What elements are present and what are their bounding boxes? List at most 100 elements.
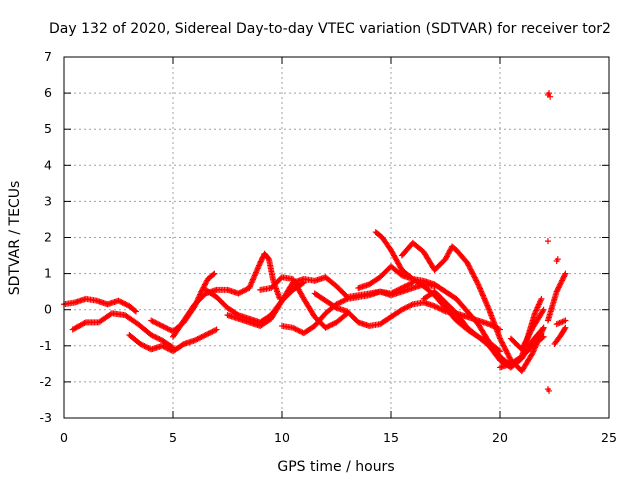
data-point — [470, 271, 477, 278]
data-point — [562, 317, 569, 324]
series-track-17 — [544, 270, 569, 324]
data-point — [561, 271, 568, 278]
data-point — [521, 340, 528, 347]
data-point — [525, 332, 532, 339]
data-point — [205, 330, 212, 337]
data-point — [142, 343, 149, 350]
y-tick-label: 6 — [44, 85, 52, 100]
data-point — [149, 332, 156, 339]
data-point — [239, 288, 246, 295]
data-point — [164, 325, 171, 332]
data-point — [558, 278, 565, 285]
data-point — [405, 303, 412, 310]
y-tick-label: 1 — [44, 266, 52, 281]
data-point — [197, 334, 204, 341]
data-point — [148, 331, 155, 338]
data-point — [471, 274, 478, 281]
data-point — [467, 265, 474, 272]
data-point — [502, 346, 509, 353]
data-point — [137, 340, 144, 347]
data-point — [560, 274, 567, 281]
data-point — [81, 320, 88, 327]
data-point — [495, 347, 502, 354]
data-point — [153, 334, 160, 341]
data-point — [242, 287, 249, 294]
data-point — [557, 280, 564, 287]
x-tick-label: 20 — [492, 430, 508, 445]
data-point — [408, 301, 415, 308]
data-point — [503, 349, 510, 356]
data-point — [538, 295, 545, 302]
data-point — [464, 259, 471, 266]
y-tick-label: 4 — [44, 157, 52, 172]
data-point — [330, 320, 337, 327]
y-tick-labels: -3 -2 -1 0 1 2 3 4 5 6 7 — [40, 49, 53, 425]
data-point — [195, 335, 202, 342]
series-track-2 — [69, 310, 176, 351]
data-point — [343, 296, 350, 303]
data-point — [526, 330, 533, 337]
data-point — [148, 317, 155, 324]
data-point — [559, 277, 566, 284]
data-point — [504, 350, 511, 357]
data-point — [156, 321, 163, 328]
data-point — [431, 303, 438, 310]
data-point — [527, 328, 534, 335]
data-point — [118, 299, 125, 306]
x-tick-label: 0 — [60, 430, 68, 445]
data-point — [159, 342, 166, 349]
series-track-5 — [170, 250, 283, 340]
data-point — [520, 342, 527, 349]
data-point — [156, 336, 163, 343]
data-point — [540, 324, 547, 331]
data-point — [149, 318, 156, 325]
data-point — [497, 335, 503, 342]
y-tick-label: -3 — [40, 410, 52, 425]
y-tick-label: -2 — [40, 374, 52, 389]
data-point — [539, 325, 546, 332]
data-point — [434, 304, 441, 311]
data-point — [323, 324, 330, 331]
data-point — [238, 289, 245, 296]
data-point — [243, 286, 250, 293]
data-point — [235, 290, 242, 297]
data-point — [469, 270, 476, 277]
data-point — [438, 306, 445, 313]
data-point — [159, 322, 166, 329]
data-point — [336, 299, 343, 306]
data-point — [119, 299, 126, 306]
y-tick-label: 2 — [44, 230, 52, 245]
data-point — [292, 326, 299, 333]
y-axis-label: SDTVAR / TECUs — [7, 181, 23, 296]
data-point — [468, 267, 475, 274]
plot-frame — [63, 56, 610, 419]
data-point — [473, 277, 480, 284]
data-point — [546, 387, 553, 394]
data-point — [526, 331, 533, 338]
data-point — [471, 273, 478, 280]
data-point — [236, 289, 243, 296]
data-point — [265, 255, 272, 262]
data-point — [401, 305, 408, 312]
series-track-12 — [372, 229, 503, 355]
data-point — [163, 344, 170, 351]
data-point — [132, 308, 139, 315]
x-tick-label: 15 — [383, 430, 399, 445]
data-point — [523, 336, 530, 343]
data-point — [547, 93, 554, 100]
data-point — [544, 238, 551, 245]
data-point — [201, 332, 208, 339]
y-tick-label: 7 — [44, 49, 52, 64]
data-point — [155, 320, 162, 327]
data-point — [210, 327, 217, 334]
data-point — [437, 305, 444, 312]
data-point — [561, 273, 568, 280]
data-point — [474, 280, 481, 287]
data-point — [487, 321, 494, 328]
data-point — [555, 285, 562, 292]
data-point — [131, 307, 138, 314]
data-point — [554, 287, 561, 294]
data-point — [501, 345, 508, 352]
